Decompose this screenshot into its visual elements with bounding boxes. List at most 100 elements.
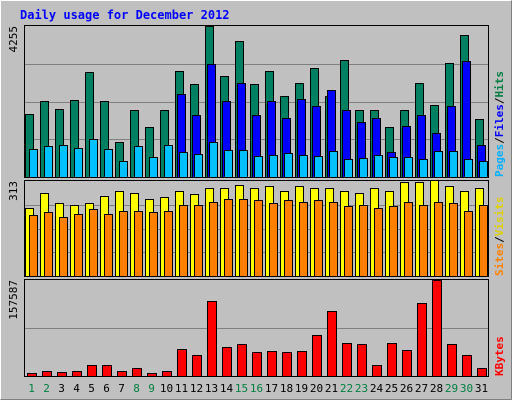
bar-pages-day-21 (329, 151, 338, 178)
bar-sites-day-22 (344, 206, 353, 277)
bar-kbytes-day-17 (267, 351, 277, 377)
bar-kbytes-day-16 (252, 352, 262, 377)
bar-sites-day-12 (194, 205, 203, 277)
x-tick-label: 8 (133, 382, 140, 395)
x-tick-label: 6 (103, 382, 110, 395)
bar-pages-day-12 (194, 154, 203, 178)
bar-pages-day-11 (179, 152, 188, 178)
bar-sites-day-19 (299, 202, 308, 277)
x-tick-label: 2 (43, 382, 50, 395)
bar-sites-day-1 (29, 215, 38, 277)
bar-pages-day-20 (314, 156, 323, 178)
x-tick-label: 25 (385, 382, 398, 395)
bar-kbytes-day-25 (387, 343, 397, 377)
panel-visits-legend: Sites/Visits (493, 197, 506, 277)
bar-sites-day-29 (449, 203, 458, 277)
bar-pages-day-8 (134, 146, 143, 178)
x-tick-label: 3 (58, 382, 65, 395)
bar-pages-day-24 (374, 155, 383, 178)
bar-sites-day-4 (74, 214, 83, 277)
bar-kbytes-day-31 (477, 368, 487, 377)
bar-sites-day-25 (389, 206, 398, 277)
bar-pages-day-2 (44, 146, 53, 178)
bar-kbytes-day-13 (207, 301, 217, 377)
panel-visits-max-label: 313 (7, 181, 20, 201)
legend-entry: Files (493, 104, 506, 137)
bar-sites-day-24 (374, 208, 383, 277)
x-tick-label: 28 (430, 382, 443, 395)
bar-kbytes-day-10 (162, 371, 172, 377)
bar-pages-day-14 (224, 150, 233, 178)
legend-entry: Hits (493, 71, 506, 98)
legend-entry: / (493, 236, 506, 243)
bar-pages-day-29 (449, 151, 458, 178)
bar-pages-day-15 (239, 150, 248, 178)
x-tick-label: 15 (235, 382, 248, 395)
x-tick-label: 9 (148, 382, 155, 395)
x-tick-label: 27 (415, 382, 428, 395)
bar-kbytes-day-7 (117, 371, 127, 377)
bar-pages-day-9 (149, 157, 158, 178)
legend-entry: Visits (493, 197, 506, 237)
bar-kbytes-day-4 (72, 371, 82, 377)
bar-sites-day-23 (359, 205, 368, 277)
x-tick-label: 17 (265, 382, 278, 395)
bar-kbytes-day-28 (432, 280, 442, 377)
bar-kbytes-day-12 (192, 355, 202, 377)
bar-sites-day-28 (434, 202, 443, 277)
bar-pages-day-13 (209, 142, 218, 178)
bar-sites-day-13 (209, 202, 218, 277)
x-tick-label: 5 (88, 382, 95, 395)
x-tick-label: 19 (295, 382, 308, 395)
bar-sites-day-30 (464, 211, 473, 277)
x-tick-label: 23 (355, 382, 368, 395)
bar-kbytes-day-11 (177, 349, 187, 377)
bar-sites-day-21 (329, 202, 338, 277)
bar-kbytes-day-26 (402, 350, 412, 377)
bar-sites-day-2 (44, 212, 53, 277)
bar-pages-day-31 (479, 161, 488, 178)
legend-entry: Pages (493, 144, 506, 177)
x-tick-label: 26 (400, 382, 413, 395)
bar-sites-day-26 (404, 202, 413, 277)
x-tick-label: 10 (160, 382, 173, 395)
bar-pages-day-23 (359, 158, 368, 178)
panel-kbytes-legend: KBytes (493, 336, 506, 376)
bar-kbytes-day-24 (372, 365, 382, 377)
bar-pages-day-5 (89, 139, 98, 178)
x-tick-label: 21 (325, 382, 338, 395)
bar-sites-day-3 (59, 217, 68, 277)
panel-kbytes-max-label: 157587 (7, 280, 20, 320)
bar-sites-day-31 (479, 205, 488, 277)
legend-entry: KBytes (493, 336, 506, 376)
chart-title: Daily usage for December 2012 (20, 8, 230, 22)
x-tick-label: 22 (340, 382, 353, 395)
bar-kbytes-day-9 (147, 373, 157, 377)
legend-entry: / (493, 97, 506, 104)
bar-pages-day-19 (299, 155, 308, 178)
bar-sites-day-7 (119, 211, 128, 277)
bar-sites-day-8 (134, 211, 143, 277)
x-tick-label: 29 (445, 382, 458, 395)
x-tick-label: 12 (190, 382, 203, 395)
bar-kbytes-day-1 (27, 373, 37, 377)
bar-kbytes-day-19 (297, 351, 307, 377)
bar-pages-day-3 (59, 145, 68, 178)
bar-sites-day-10 (164, 211, 173, 277)
bar-kbytes-day-18 (282, 352, 292, 377)
x-tick-label: 16 (250, 382, 263, 395)
legend-entry: Sites (493, 243, 506, 276)
bar-pages-day-25 (389, 157, 398, 178)
x-tick-label: 31 (475, 382, 488, 395)
x-tick-label: 1 (28, 382, 35, 395)
bar-kbytes-day-29 (447, 344, 457, 377)
bar-kbytes-day-23 (357, 344, 367, 377)
bar-kbytes-day-27 (417, 303, 427, 377)
panel-hits-max-label: 4255 (7, 26, 20, 53)
x-tick-label: 4 (73, 382, 80, 395)
bar-pages-day-10 (164, 145, 173, 178)
x-tick-label: 7 (118, 382, 125, 395)
x-tick-label: 20 (310, 382, 323, 395)
bar-pages-day-6 (104, 149, 113, 178)
